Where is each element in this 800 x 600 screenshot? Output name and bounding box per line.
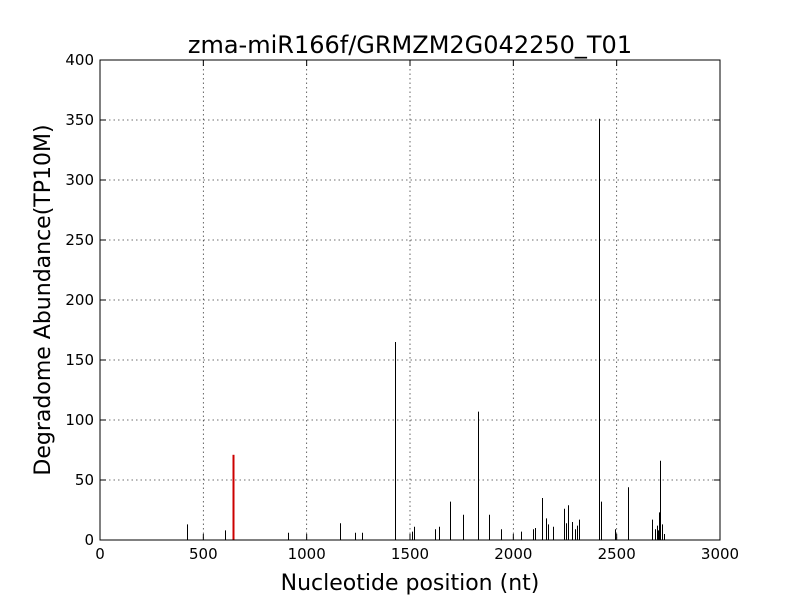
y-tick-label: 200 [65, 291, 94, 309]
y-tick-label: 150 [65, 351, 94, 369]
y-tick-label: 50 [75, 471, 94, 489]
x-tick-label: 500 [189, 545, 218, 563]
x-axis-label: Nucleotide position (nt) [281, 571, 540, 596]
x-tick-label: 3000 [701, 545, 739, 563]
chart-title: zma-miR166f/GRMZM2G042250_T01 [188, 31, 632, 59]
x-tick-label: 1000 [288, 545, 326, 563]
y-tick-label: 300 [65, 171, 94, 189]
data-bars [187, 118, 665, 540]
x-tick-label: 2000 [494, 545, 532, 563]
y-tick-label: 250 [65, 231, 94, 249]
grid-lines [100, 60, 720, 540]
y-tick-label: 0 [84, 531, 94, 549]
x-tick-label: 1500 [391, 545, 429, 563]
y-tick-label: 100 [65, 411, 94, 429]
y-tick-label: 400 [65, 51, 94, 69]
x-tick-label: 0 [95, 545, 105, 563]
x-tick-label: 2500 [598, 545, 636, 563]
y-tick-label: 350 [65, 111, 94, 129]
axis-ticks: 0 500 1000 1500 2000 2500 3000 0 50 100 150 200 250 3… [65, 51, 739, 563]
y-axis-label: Degradome Abundance(TP10M) [31, 124, 56, 475]
